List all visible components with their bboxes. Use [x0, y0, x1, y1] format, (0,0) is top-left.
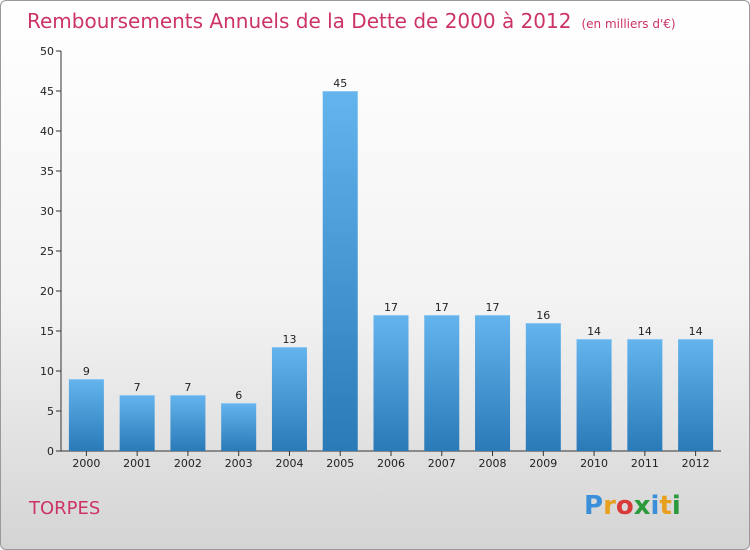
y-tick-label: 20 [40, 285, 54, 298]
data-label: 16 [536, 309, 550, 322]
y-tick-label: 5 [47, 405, 54, 418]
y-tick-label: 25 [40, 245, 54, 258]
logo-letter: P [584, 491, 604, 521]
data-label: 17 [435, 301, 449, 314]
proxiti-logo: Proxiti [584, 491, 681, 521]
bar [68, 379, 104, 451]
bar [271, 347, 307, 451]
logo-letter: o [615, 491, 634, 521]
data-label: 6 [235, 389, 242, 402]
x-tick-label: 2007 [428, 457, 456, 470]
town-name: TORPES [29, 498, 101, 519]
x-tick-label: 2004 [275, 457, 303, 470]
data-label: 9 [83, 365, 90, 378]
data-label: 14 [587, 325, 601, 338]
bar [170, 395, 206, 451]
logo-letter: x [633, 491, 651, 521]
x-tick-label: 2002 [174, 457, 202, 470]
y-tick-label: 40 [40, 125, 54, 138]
bar [119, 395, 155, 451]
bar [525, 323, 561, 451]
data-label: 7 [134, 381, 141, 394]
bar [475, 315, 511, 451]
data-label: 17 [384, 301, 398, 314]
y-tick-label: 0 [47, 445, 54, 458]
logo-letter: i [671, 491, 681, 521]
x-tick-label: 2003 [225, 457, 253, 470]
data-label: 13 [282, 333, 296, 346]
data-label: 14 [638, 325, 652, 338]
logo-letter: t [659, 491, 672, 521]
y-tick-label: 50 [40, 45, 54, 58]
x-tick-label: 2010 [580, 457, 608, 470]
bar [424, 315, 460, 451]
y-tick-label: 10 [40, 365, 54, 378]
x-tick-label: 2011 [631, 457, 659, 470]
chart-title: Remboursements Annuels de la Dette de 20… [27, 9, 676, 33]
x-tick-label: 2005 [326, 457, 354, 470]
x-tick-label: 2012 [682, 457, 710, 470]
bar [322, 91, 358, 451]
chart-title-text: Remboursements Annuels de la Dette de 20… [27, 9, 572, 33]
y-tick-label: 45 [40, 85, 54, 98]
y-tick-label: 30 [40, 205, 54, 218]
data-label: 14 [689, 325, 703, 338]
bar [678, 339, 714, 451]
data-label: 17 [486, 301, 500, 314]
x-tick-label: 2008 [479, 457, 507, 470]
bar [373, 315, 409, 451]
bar [627, 339, 663, 451]
bar [576, 339, 612, 451]
x-tick-label: 2001 [123, 457, 151, 470]
data-label: 7 [184, 381, 191, 394]
logo-letter: i [650, 491, 660, 521]
x-tick-label: 2000 [72, 457, 100, 470]
y-tick-label: 15 [40, 325, 54, 338]
logo-letter: r [603, 491, 616, 521]
y-tick-label: 35 [40, 165, 54, 178]
chart-unit: (en milliers d'€) [581, 17, 676, 31]
data-label: 45 [333, 77, 347, 90]
bar [221, 403, 257, 451]
x-tick-label: 2009 [529, 457, 557, 470]
x-tick-label: 2006 [377, 457, 405, 470]
